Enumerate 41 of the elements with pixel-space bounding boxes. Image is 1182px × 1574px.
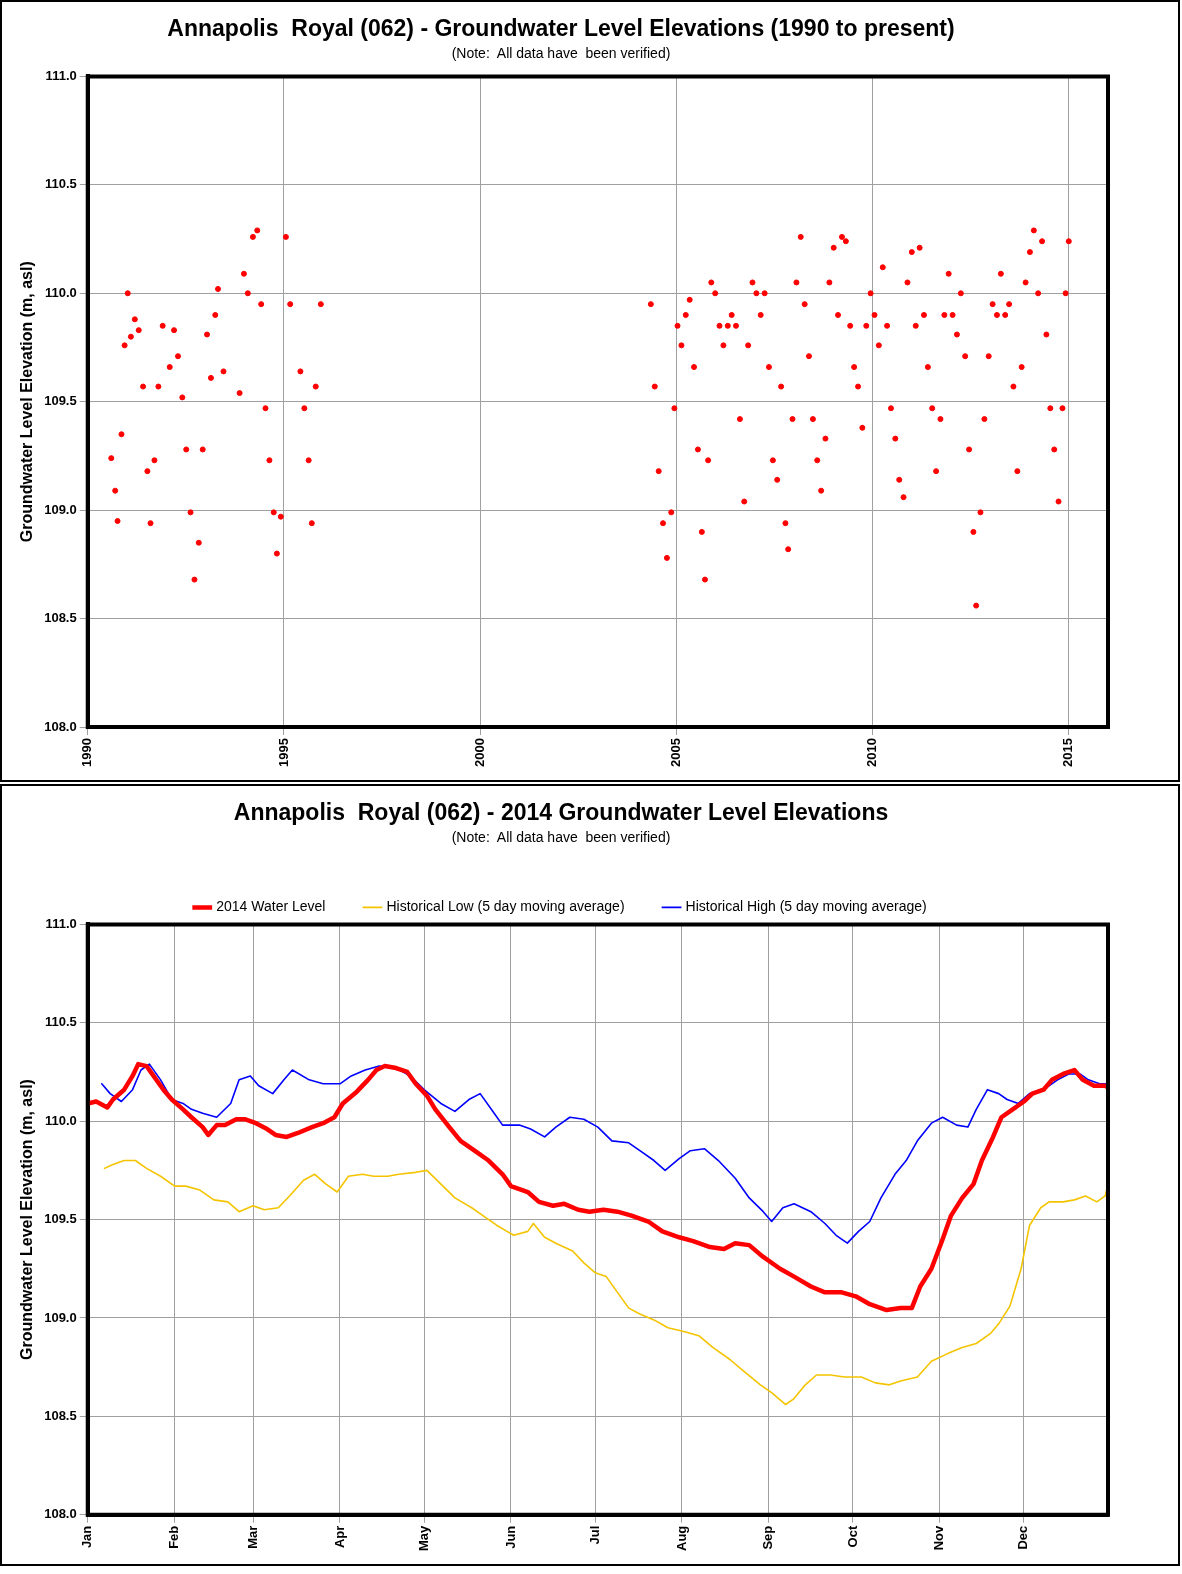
x-tick-label: 1995 <box>275 738 291 767</box>
legend-label: 2014 Water Level <box>216 898 326 915</box>
x-tick-label: Dec <box>1015 1525 1031 1550</box>
y-tick-label: 109.0 <box>44 1309 77 1325</box>
x-tick-label: 1990 <box>79 738 95 767</box>
y-tick-label: 109.5 <box>44 393 77 409</box>
x-tick-label: Aug <box>673 1525 689 1551</box>
x-tick-label: 2010 <box>864 738 880 767</box>
legend-label: Historical Low (5 day moving average) <box>386 898 625 915</box>
x-tick-label: Nov <box>931 1524 947 1551</box>
y-tick-label: 108.0 <box>44 718 77 734</box>
y-tick-label: 111.0 <box>45 915 77 931</box>
x-tick-label: 2000 <box>471 738 487 767</box>
y-tick-label: 108.0 <box>44 1506 77 1522</box>
chart-title: Annapolis Royal (062) - 2014 Groundwater Level Elevations <box>233 799 889 826</box>
y-axis-title: Groundwater Level Elevation (m, asl) <box>18 261 36 543</box>
y-tick-label: 111.0 <box>45 67 77 83</box>
y-tick-label: 108.5 <box>44 1407 77 1423</box>
x-tick-label: Jan <box>79 1525 95 1549</box>
chart-subtitle: (Note: All data have been verified) <box>451 44 671 61</box>
x-tick-label: Jun <box>502 1525 518 1549</box>
x-tick-label: Jul <box>586 1525 602 1545</box>
y-tick-label: 108.5 <box>44 610 77 626</box>
y-axis-title: Groundwater Level Elevation (m, asl) <box>18 1079 36 1361</box>
x-tick-label: Apr <box>331 1525 347 1549</box>
x-tick-label: Sep <box>760 1525 776 1550</box>
chart-title: Annapolis Royal (062) - Groundwater Level Elevations (1990 to present) <box>167 15 955 42</box>
x-tick-label: Oct <box>844 1525 860 1548</box>
x-tick-label: 2015 <box>1060 738 1076 767</box>
y-tick-label: 109.0 <box>44 501 77 517</box>
legend-label: Historical High (5 day moving average) <box>685 898 927 915</box>
chart-subtitle: (Note: All data have been verified) <box>451 828 671 845</box>
y-tick-label: 110.5 <box>44 1014 77 1030</box>
x-tick-label: May <box>415 1524 431 1552</box>
y-tick-label: 109.5 <box>44 1211 77 1227</box>
y-tick-label: 110.0 <box>44 1112 77 1128</box>
x-tick-label: Feb <box>166 1525 182 1549</box>
x-tick-label: Mar <box>244 1525 260 1549</box>
y-tick-label: 110.5 <box>44 176 77 192</box>
y-tick-label: 110.0 <box>44 284 77 300</box>
x-tick-label: 2005 <box>667 738 683 767</box>
